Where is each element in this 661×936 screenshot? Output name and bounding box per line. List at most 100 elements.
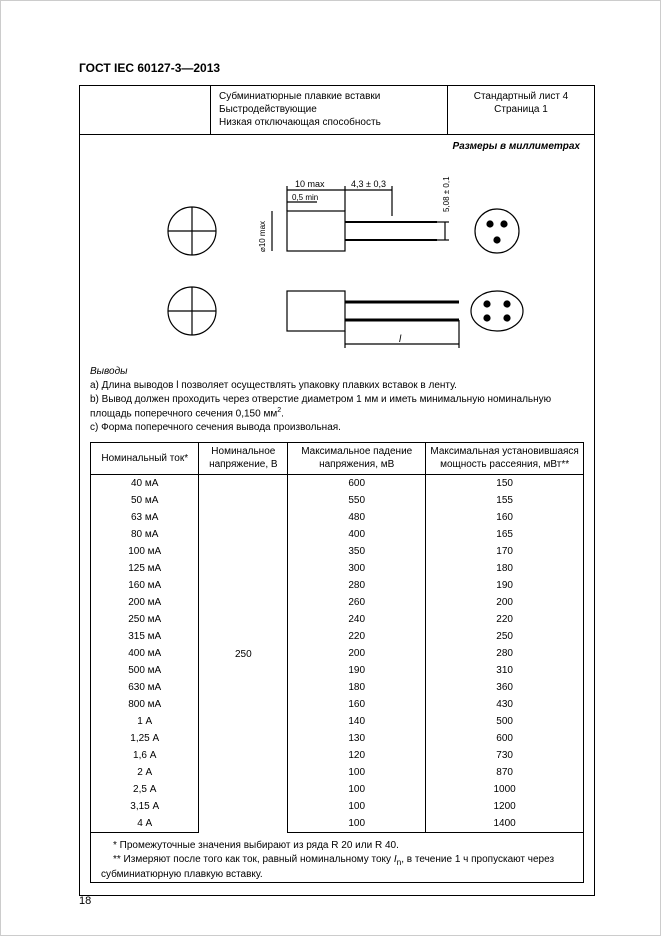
cell-power: 310	[426, 662, 584, 679]
cell-vdrop: 350	[288, 543, 426, 560]
cell-current: 160 мА	[91, 577, 199, 594]
table-row: 2,5 А 1001000	[91, 781, 584, 798]
table-row: 100 мА 350170	[91, 543, 584, 560]
cell-current: 2 А	[91, 764, 199, 781]
table-row: 1,6 А120730	[91, 747, 584, 764]
cell-current: 40 мА	[91, 475, 199, 493]
cell-power: 165	[426, 526, 584, 543]
cell-power: 870	[426, 764, 584, 781]
cell-current: 100 мА	[91, 543, 199, 560]
cell-vdrop: 100	[288, 781, 426, 798]
cell-power: 360	[426, 679, 584, 696]
cell-power: 190	[426, 577, 584, 594]
cell-current: 125 мА	[91, 560, 199, 577]
cell-vdrop: 240	[288, 611, 426, 628]
table-row: 500 мА190310	[91, 662, 584, 679]
table-row: 50 мА 550155	[91, 492, 584, 509]
cell-current: 1,6 А	[91, 747, 199, 764]
table-row: 1,25 А130600	[91, 730, 584, 747]
cell-current: 800 мА	[91, 696, 199, 713]
cell-vdrop: 190	[288, 662, 426, 679]
page: ГОСТ IEC 60127-3—2013 Субминиатюрные пла…	[0, 0, 661, 936]
table-row: 2 А100870	[91, 764, 584, 781]
table-row: 3,15 А1001200	[91, 798, 584, 815]
header-description: Субминиатюрные плавкие вставки Быстродей…	[211, 86, 448, 134]
cell-vdrop: 600	[288, 475, 426, 493]
table-row: 1 А 140500	[91, 713, 584, 730]
technical-drawing: 10 max 4,3 ± 0,3 0,5 min 5,08 ± 0,1 ⌀10 …	[137, 156, 537, 356]
cell-current: 3,15 А	[91, 798, 199, 815]
footnote-1: * Промежуточные значения выбирают из ряд…	[101, 839, 573, 853]
table-body: 40 мА25060015050 мА55015563 мА48016080 м…	[91, 475, 584, 833]
col-vdrop: Максимальное падение напряжения, мВ	[288, 443, 426, 475]
dim-4-3: 4,3 ± 0,3	[351, 179, 386, 189]
cell-power: 150	[426, 475, 584, 493]
col-voltage: Номинальное напряжение, В	[199, 443, 288, 475]
cell-power: 180	[426, 560, 584, 577]
sheet-header: Субминиатюрные плавкие вставки Быстродей…	[80, 86, 594, 135]
cell-power: 280	[426, 645, 584, 662]
table-row: 80 мА400165	[91, 526, 584, 543]
page-number: 18	[79, 895, 91, 907]
table-row: 800 мА 160430	[91, 696, 584, 713]
cell-current: 1 А	[91, 713, 199, 730]
cell-power: 250	[426, 628, 584, 645]
cell-current: 400 мА	[91, 645, 199, 662]
cell-vdrop: 100	[288, 798, 426, 815]
footnote-2: ** Измеряют после того как ток, равный н…	[101, 853, 573, 882]
header-line2: Быстродействующие	[219, 103, 439, 116]
dim-5-08: 5,08 ± 0,1	[442, 176, 451, 212]
cell-current: 250 мА	[91, 611, 199, 628]
data-table: Номинальный ток* Номинальное напряжение,…	[90, 442, 584, 833]
cell-power: 1000	[426, 781, 584, 798]
cell-power: 160	[426, 509, 584, 526]
cell-vdrop: 550	[288, 492, 426, 509]
cell-vdrop: 480	[288, 509, 426, 526]
cell-current: 200 мА	[91, 594, 199, 611]
cell-power: 500	[426, 713, 584, 730]
leads-notes: a) Длина выводов l позволяет осуществлят…	[80, 379, 594, 442]
cell-power: 170	[426, 543, 584, 560]
header-sheet-info: Стандартный лист 4 Страница 1	[448, 86, 594, 134]
note-c: c) Форма поперечного сечения вывода прои…	[90, 421, 584, 435]
col-power: Максимальная установившаяся мощность рас…	[426, 443, 584, 475]
cell-power: 1400	[426, 815, 584, 833]
cell-current: 630 мА	[91, 679, 199, 696]
cell-vdrop: 180	[288, 679, 426, 696]
cell-current: 50 мА	[91, 492, 199, 509]
cell-vdrop: 100	[288, 815, 426, 833]
cell-vdrop: 160	[288, 696, 426, 713]
dim-10max: 10 max	[295, 179, 325, 189]
table-row: 315 мА 220250	[91, 628, 584, 645]
table-row: 4 А1001400	[91, 815, 584, 833]
cell-power: 730	[426, 747, 584, 764]
table-row: 63 мА480160	[91, 509, 584, 526]
cell-vdrop: 130	[288, 730, 426, 747]
header-line3: Низкая отключающая способность	[219, 116, 439, 129]
content-area: ГОСТ IEC 60127-3—2013 Субминиатюрные пла…	[79, 61, 597, 896]
header-page-number: Страница 1	[456, 103, 586, 116]
dimensions-note: Размеры в миллиметрах	[80, 135, 594, 152]
cell-current: 2,5 А	[91, 781, 199, 798]
cell-power: 155	[426, 492, 584, 509]
main-frame: Субминиатюрные плавкие вставки Быстродей…	[79, 85, 595, 896]
table-row: 160 мА280190	[91, 577, 584, 594]
dim-0-5min: 0,5 min	[292, 193, 318, 202]
cell-current: 80 мА	[91, 526, 199, 543]
cell-vdrop: 200	[288, 645, 426, 662]
cell-vdrop: 220	[288, 628, 426, 645]
cell-vdrop: 140	[288, 713, 426, 730]
table-row: 200 мА260200	[91, 594, 584, 611]
note-a: a) Длина выводов l позволяет осуществлят…	[90, 379, 584, 393]
cell-vdrop: 260	[288, 594, 426, 611]
table-row: 250 мА240220	[91, 611, 584, 628]
table-row: 630 мА 180360	[91, 679, 584, 696]
cell-power: 600	[426, 730, 584, 747]
cell-vdrop: 300	[288, 560, 426, 577]
dim-dia: ⌀10 max	[258, 221, 267, 252]
cell-power: 430	[426, 696, 584, 713]
document-title: ГОСТ IEC 60127-3—2013	[79, 61, 597, 75]
cell-current: 315 мА	[91, 628, 199, 645]
header-sheet-number: Стандартный лист 4	[456, 90, 586, 103]
header-line1: Субминиатюрные плавкие вставки	[219, 90, 439, 103]
